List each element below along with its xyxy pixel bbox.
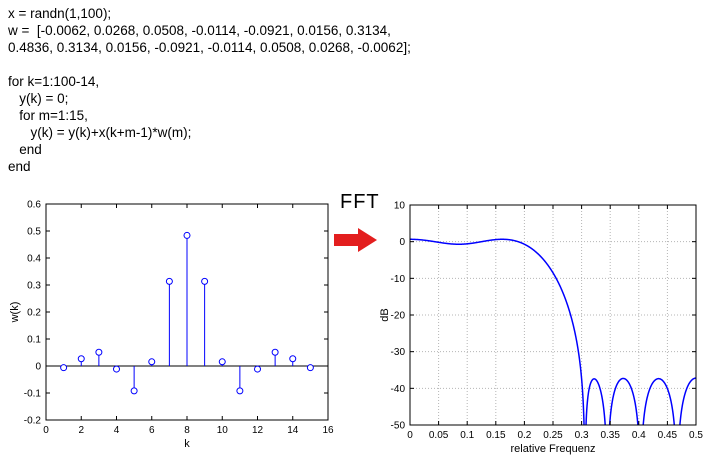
stem-marker [201, 277, 209, 285]
y-tick-label: -0.1 [24, 389, 42, 400]
x-tick-label: 2 [78, 425, 84, 436]
stem-marker [148, 358, 156, 366]
x-tick-label: 0.05 [429, 430, 449, 441]
y-tick-label: -50 [391, 421, 406, 432]
y-tick-label: 10 [394, 201, 406, 212]
x-tick-label: 14 [287, 425, 299, 436]
y-tick-label: 0.6 [27, 200, 41, 211]
stem-chart-container: 0 2 4 6 8 10 12 14 16 -0.2 -0.1 0 0.1 0.2 0.3 0.4 0.5 0.6… [8, 192, 338, 455]
response-chart-container: 0 0.05 0.1 0.15 0.2 0.25 0.3 0.35 0.4 0.45 0.5 -50 -… [378, 195, 713, 455]
x-tick-label: 0.1 [460, 430, 474, 441]
fft-arrow-svg [334, 228, 377, 252]
code-line: y(k) = y(k)+x(k+m-1)*w(m); [8, 125, 192, 140]
stem-marker [289, 355, 297, 363]
y-tick-label: 0.4 [27, 254, 41, 265]
code-line: w = [-0.0062, 0.0268, 0.0508, -0.0114, -… [8, 23, 391, 38]
code-line: y(k) = 0; [8, 91, 69, 106]
x-tick-label: 12 [252, 425, 264, 436]
response-curve [410, 238, 696, 425]
x-tick-label: 0.4 [632, 430, 646, 441]
stem-marker [95, 348, 103, 356]
y-tick-label: -10 [391, 274, 406, 285]
code-line: for m=1:15, [8, 108, 88, 123]
stem-marker [60, 364, 68, 372]
code-line: end [8, 142, 42, 157]
frequency-response-chart: 0 0.05 0.1 0.15 0.2 0.25 0.3 0.35 0.4 0.45 0.5 -50 -… [379, 201, 703, 455]
code-line [8, 56, 411, 73]
matlab-code-block: x = randn(1,100); w = [-0.0062, 0.0268, … [8, 5, 411, 175]
stem-marker [130, 387, 138, 395]
y-tick-label: 0 [35, 362, 41, 373]
x-tick-label: 0.35 [600, 430, 620, 441]
y-axis-label: dB [379, 308, 391, 321]
y-tick-label: -40 [391, 384, 406, 395]
fft-arrow-icon [334, 227, 378, 258]
code-line: end [8, 159, 31, 174]
stem-marker [306, 364, 314, 372]
y-tick-label: -20 [391, 311, 406, 322]
y-tick-label: 0 [399, 237, 405, 248]
x-tick-label: 4 [114, 425, 120, 436]
x-tick-label: 16 [322, 425, 334, 436]
x-tick-label: 0.15 [486, 430, 506, 441]
arrow-shape [334, 228, 377, 252]
x-axis-label: k [184, 438, 190, 450]
x-tick-label: 0.3 [575, 430, 589, 441]
stem-marker [254, 365, 261, 373]
stem-marker [218, 358, 226, 366]
stem-marker [236, 387, 244, 395]
x-tick-label: 0.25 [543, 430, 563, 441]
x-tick-label: 0.5 [689, 430, 703, 441]
stem-marker [183, 231, 191, 239]
y-tick-label: 0.5 [27, 227, 41, 238]
y-tick-label: 0.2 [27, 308, 41, 319]
x-axis-label: relative Frequenz [511, 443, 596, 455]
y-tick-label: 0.3 [27, 281, 41, 292]
y-tick-label: -30 [391, 347, 406, 358]
stem-marker [113, 365, 120, 373]
code-line: for k=1:100-14, [8, 74, 100, 89]
y-tick-label: 0.1 [27, 335, 41, 346]
stem-marker [77, 355, 85, 363]
y-axis-label: w(k) [9, 302, 21, 324]
y-tick-label: -0.2 [24, 416, 42, 427]
coefficients-stem-chart: 0 2 4 6 8 10 12 14 16 -0.2 -0.1 0 0.1 0.2 0.3 0.4 0.5 0.6… [9, 200, 334, 451]
x-tick-label: 10 [217, 425, 229, 436]
x-tick-label: 0 [43, 425, 49, 436]
x-tick-label: 6 [149, 425, 155, 436]
x-tick-label: 0.2 [517, 430, 531, 441]
x-tick-label: 8 [184, 425, 190, 436]
stem-marker [271, 348, 279, 356]
x-tick-label: 0.45 [658, 430, 678, 441]
code-line: 0.4836, 0.3134, 0.0156, -0.0921, -0.0114… [8, 40, 411, 55]
code-line: x = randn(1,100); [8, 6, 112, 21]
x-tick-label: 0 [407, 430, 413, 441]
stem-marker [165, 277, 173, 285]
fft-label: FFT [340, 191, 380, 213]
